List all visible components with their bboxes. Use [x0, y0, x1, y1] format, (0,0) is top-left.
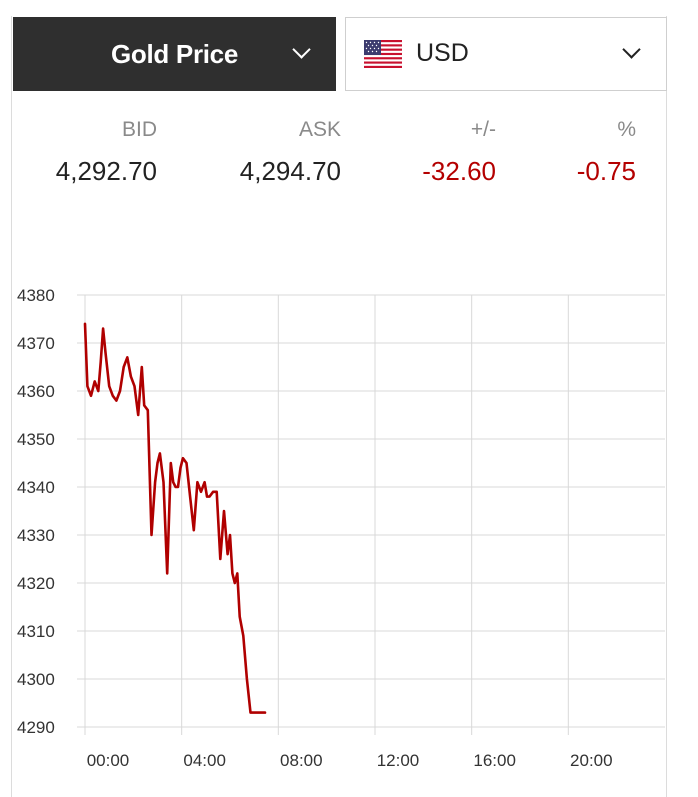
y-tick-label: 4340	[17, 478, 55, 497]
bid-label: BID	[121, 118, 157, 141]
y-tick-label: 4320	[17, 574, 55, 593]
y-tick-label: 4380	[17, 286, 55, 305]
percent-label: %	[617, 118, 636, 141]
x-tick-label: 04:00	[183, 751, 226, 770]
currency-dropdown[interactable]: USD	[345, 17, 667, 91]
percent-value: -0.75	[576, 156, 636, 186]
us-flag-icon	[364, 40, 402, 68]
ask-label: ASK	[298, 118, 341, 141]
x-tick-label: 16:00	[473, 751, 516, 770]
price-line	[83, 322, 267, 714]
ask-value: 4,294.70	[239, 156, 341, 186]
y-tick-label: 4300	[17, 670, 55, 689]
change-value: -32.60	[422, 156, 496, 186]
change-label: +/-	[470, 118, 496, 141]
y-tick-label: 4330	[17, 526, 55, 545]
x-tick-label: 12:00	[377, 751, 420, 770]
metal-dropdown[interactable]: Gold Price	[13, 17, 336, 91]
y-tick-label: 4290	[17, 718, 55, 737]
x-tick-label: 08:00	[280, 751, 323, 770]
y-tick-label: 4310	[17, 622, 55, 641]
gold-price-widget: Gold Price	[11, 16, 667, 797]
y-tick-label: 4350	[17, 430, 55, 449]
x-tick-label: 20:00	[570, 751, 613, 770]
y-tick-label: 4370	[17, 334, 55, 353]
quote-summary: BID 4,292.70 ASK 4,294.70 +/- -32.60 % -…	[12, 116, 668, 196]
y-tick-label: 4360	[17, 382, 55, 401]
currency-dropdown-label: USD	[416, 39, 469, 67]
widget-header: Gold Price	[12, 16, 668, 92]
x-tick-label: 00:00	[87, 751, 130, 770]
metal-dropdown-label: Gold Price	[110, 38, 239, 69]
bid-value: 4,292.70	[55, 156, 157, 186]
